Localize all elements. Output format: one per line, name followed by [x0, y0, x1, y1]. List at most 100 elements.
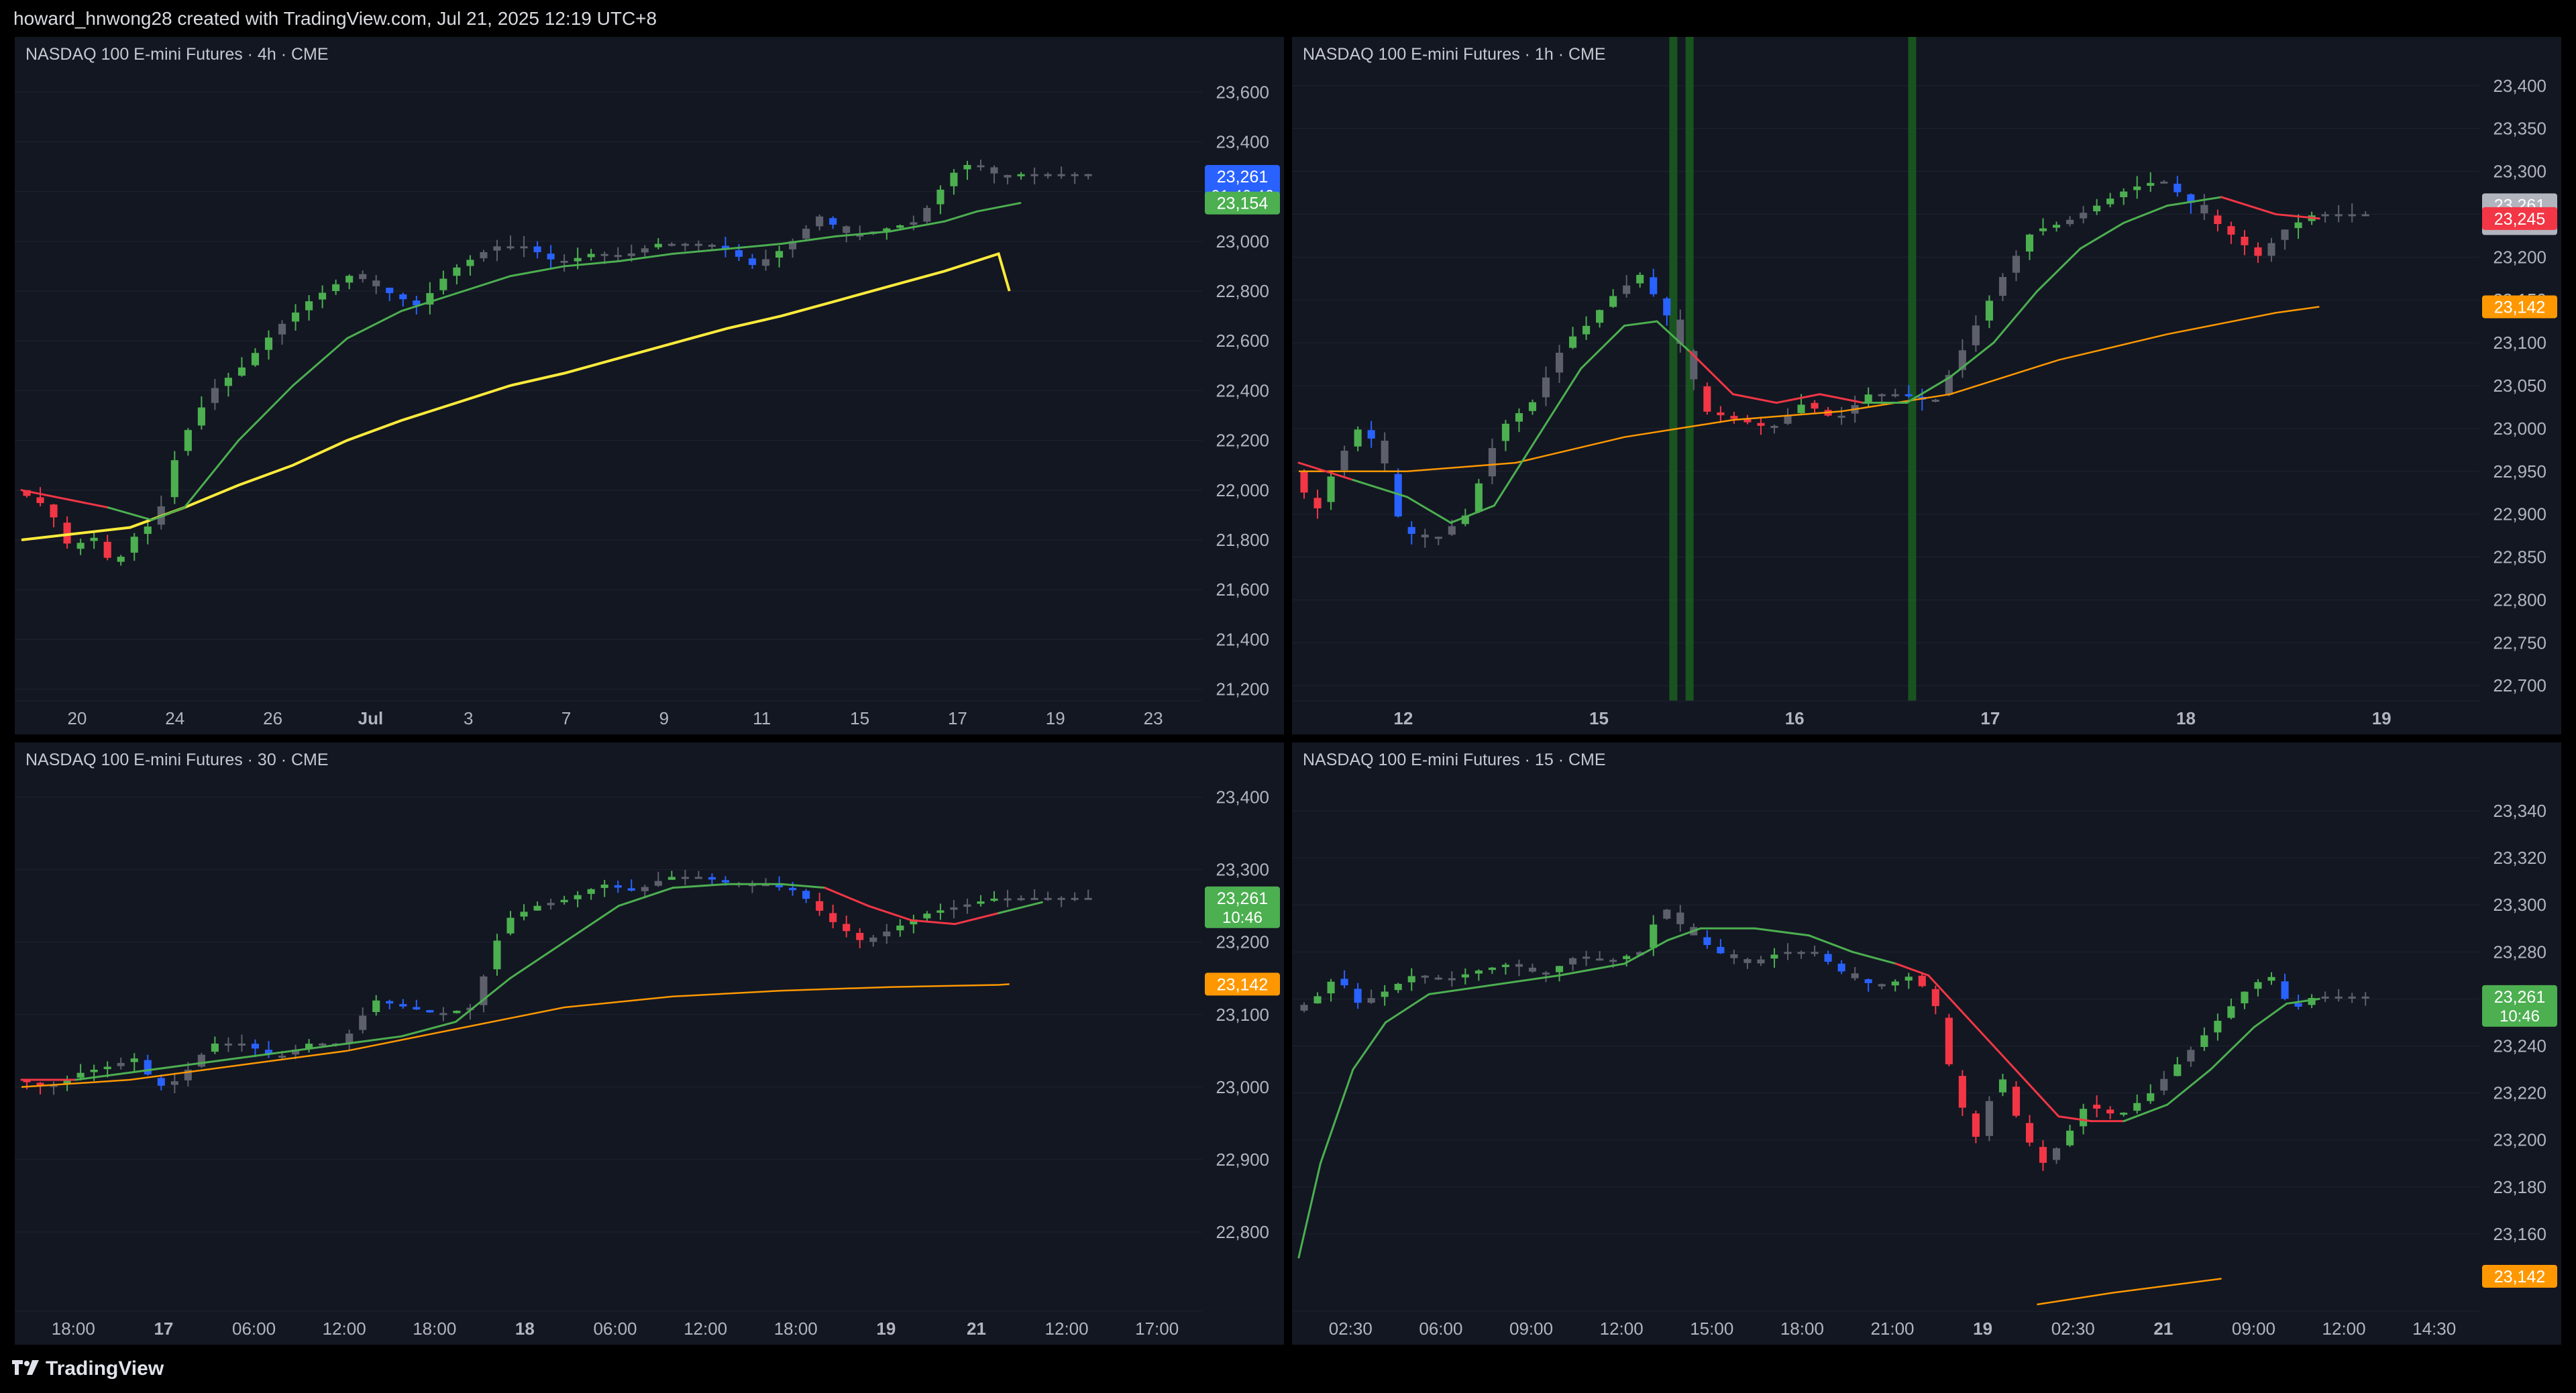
chart-1h-svg[interactable]: 23,40023,35023,30023,25023,20023,15023,1…: [1292, 37, 2561, 734]
candle-body: [2080, 213, 2088, 219]
candle-body: [936, 189, 945, 205]
candle-body: [1998, 276, 2007, 296]
y-tick-label: 23,100: [2493, 333, 2546, 353]
price-label-text: 23,154: [1217, 194, 1269, 213]
ema-fast-segment: [183, 439, 240, 509]
y-tick-label: 23,300: [1216, 860, 1269, 880]
candle-body: [533, 905, 541, 911]
candle-body: [1609, 296, 1617, 307]
candle-body: [2160, 181, 2168, 184]
candle-body: [963, 904, 971, 907]
ema-fast-segment: [508, 265, 566, 278]
candle-body: [197, 1054, 205, 1067]
ema-fast-segment: [1960, 1009, 1995, 1048]
ema-fast-segment: [1352, 479, 1409, 498]
candle-body: [1044, 174, 1052, 176]
candle-body: [1071, 174, 1079, 176]
candle-body: [2093, 205, 2101, 212]
candle-body: [224, 378, 232, 386]
candle-body: [1354, 429, 1362, 447]
candle-body: [1811, 402, 1819, 409]
highlight-band: [1669, 37, 1678, 701]
candle-body: [896, 926, 904, 931]
candle-body: [2187, 194, 2195, 203]
ema-fast-segment: [1428, 983, 1495, 995]
candle-body: [90, 537, 98, 541]
candle-body: [1904, 394, 1913, 396]
chart-panel-15m[interactable]: 23,34023,32023,30023,28023,26023,24023,2…: [1292, 742, 2561, 1345]
candle-body: [63, 522, 71, 544]
candle-body: [1878, 984, 1886, 987]
candle-body: [332, 284, 340, 291]
tradingview-logo-icon[interactable]: [12, 1360, 40, 1378]
candle-body: [2267, 977, 2275, 981]
x-tick-label: 02:30: [2051, 1319, 2095, 1339]
ema-fast-segment: [617, 252, 674, 263]
candle-body: [493, 940, 501, 970]
y-tick-label: 23,220: [2493, 1083, 2546, 1103]
chart-title-1h: NASDAQ 100 E-mini Futures · 1h · CME: [1303, 45, 1606, 64]
candle-body: [721, 245, 730, 249]
candle-body: [1891, 394, 1899, 396]
candle-body: [1569, 336, 1577, 348]
ema-fast-segment: [2123, 1103, 2169, 1123]
candle-body: [50, 504, 58, 518]
candle-body: [2174, 1064, 2182, 1076]
ema-fast-segment: [867, 905, 913, 922]
candle-body: [36, 497, 44, 504]
chart-panel-1h[interactable]: 23,40023,35023,30023,25023,20023,15023,1…: [1292, 37, 2561, 734]
candle-body: [1448, 526, 1456, 535]
price-axis[interactable]: [1202, 742, 1284, 1345]
ema-fast-segment: [2057, 1115, 2092, 1123]
y-tick-label: 22,800: [1216, 1222, 1269, 1242]
candle-body: [721, 880, 730, 883]
x-tick-label: 24: [165, 708, 184, 728]
y-tick-label: 23,000: [1216, 231, 1269, 252]
candle-body: [103, 541, 111, 558]
candle-body: [2052, 225, 2061, 228]
candle-body: [211, 1044, 219, 1052]
highlight-band: [1685, 37, 1694, 701]
candle-body: [1327, 981, 1335, 994]
chart-4h-svg[interactable]: 23,60023,40023,20023,00022,80022,60022,4…: [15, 37, 1284, 734]
chart-panel-30m[interactable]: 23,400 23,300 23,200 23,100 23,000 22,900 22,8…: [15, 742, 1284, 1345]
x-tick-label: 19: [1973, 1319, 1992, 1339]
candle-body: [480, 976, 488, 1005]
chart-15m-svg[interactable]: 23,34023,32023,30023,28023,26023,24023,2…: [1292, 742, 2561, 1345]
candle-body: [2025, 1123, 2034, 1143]
candle-body: [103, 1066, 111, 1070]
candle-body: [1515, 413, 1523, 422]
footer-brand[interactable]: TradingView: [46, 1357, 164, 1380]
candle-body: [1784, 952, 1792, 954]
ema-fast-segment: [824, 887, 869, 907]
candle-body: [1084, 897, 1092, 900]
ema-fast-segment: [1319, 1068, 1354, 1165]
candle-body: [144, 526, 152, 535]
chart-30m-svg[interactable]: 23,400 23,300 23,200 23,100 23,000 22,900 22,8…: [15, 742, 1284, 1345]
candle-body: [2133, 186, 2141, 190]
candle-body: [224, 1044, 232, 1046]
y-tick-label: 23,300: [2493, 895, 2546, 915]
chart-panel-4h[interactable]: 23,60023,40023,20023,00022,80022,60022,4…: [15, 37, 1284, 734]
price-axis[interactable]: [2479, 742, 2561, 1345]
candle-body: [211, 388, 219, 403]
candle-body: [1313, 996, 1322, 1004]
candle-body: [963, 164, 971, 170]
candle-body: [278, 1055, 286, 1058]
ema-fast-segment: [1731, 393, 1778, 404]
candle-body: [1488, 448, 1496, 477]
ema-fast-segment: [889, 220, 946, 233]
candle-body: [372, 1000, 380, 1012]
candle-body: [359, 1015, 367, 1030]
y-tick-label: 23,350: [2493, 119, 2546, 139]
y-tick-label: 23,100: [1216, 1005, 1269, 1025]
price-axis[interactable]: [2479, 37, 2561, 734]
ema-fast-segment: [1352, 1021, 1387, 1071]
candle-body: [1878, 394, 1886, 396]
price-label-text: 23,245: [2494, 210, 2545, 229]
candle-body: [1030, 897, 1038, 900]
price-axis[interactable]: [1202, 37, 1284, 734]
candle-body: [170, 460, 178, 498]
chart-title-30m: NASDAQ 100 E-mini Futures · 30 · CME: [25, 750, 329, 769]
y-tick-label: 23,400: [1216, 131, 1269, 152]
